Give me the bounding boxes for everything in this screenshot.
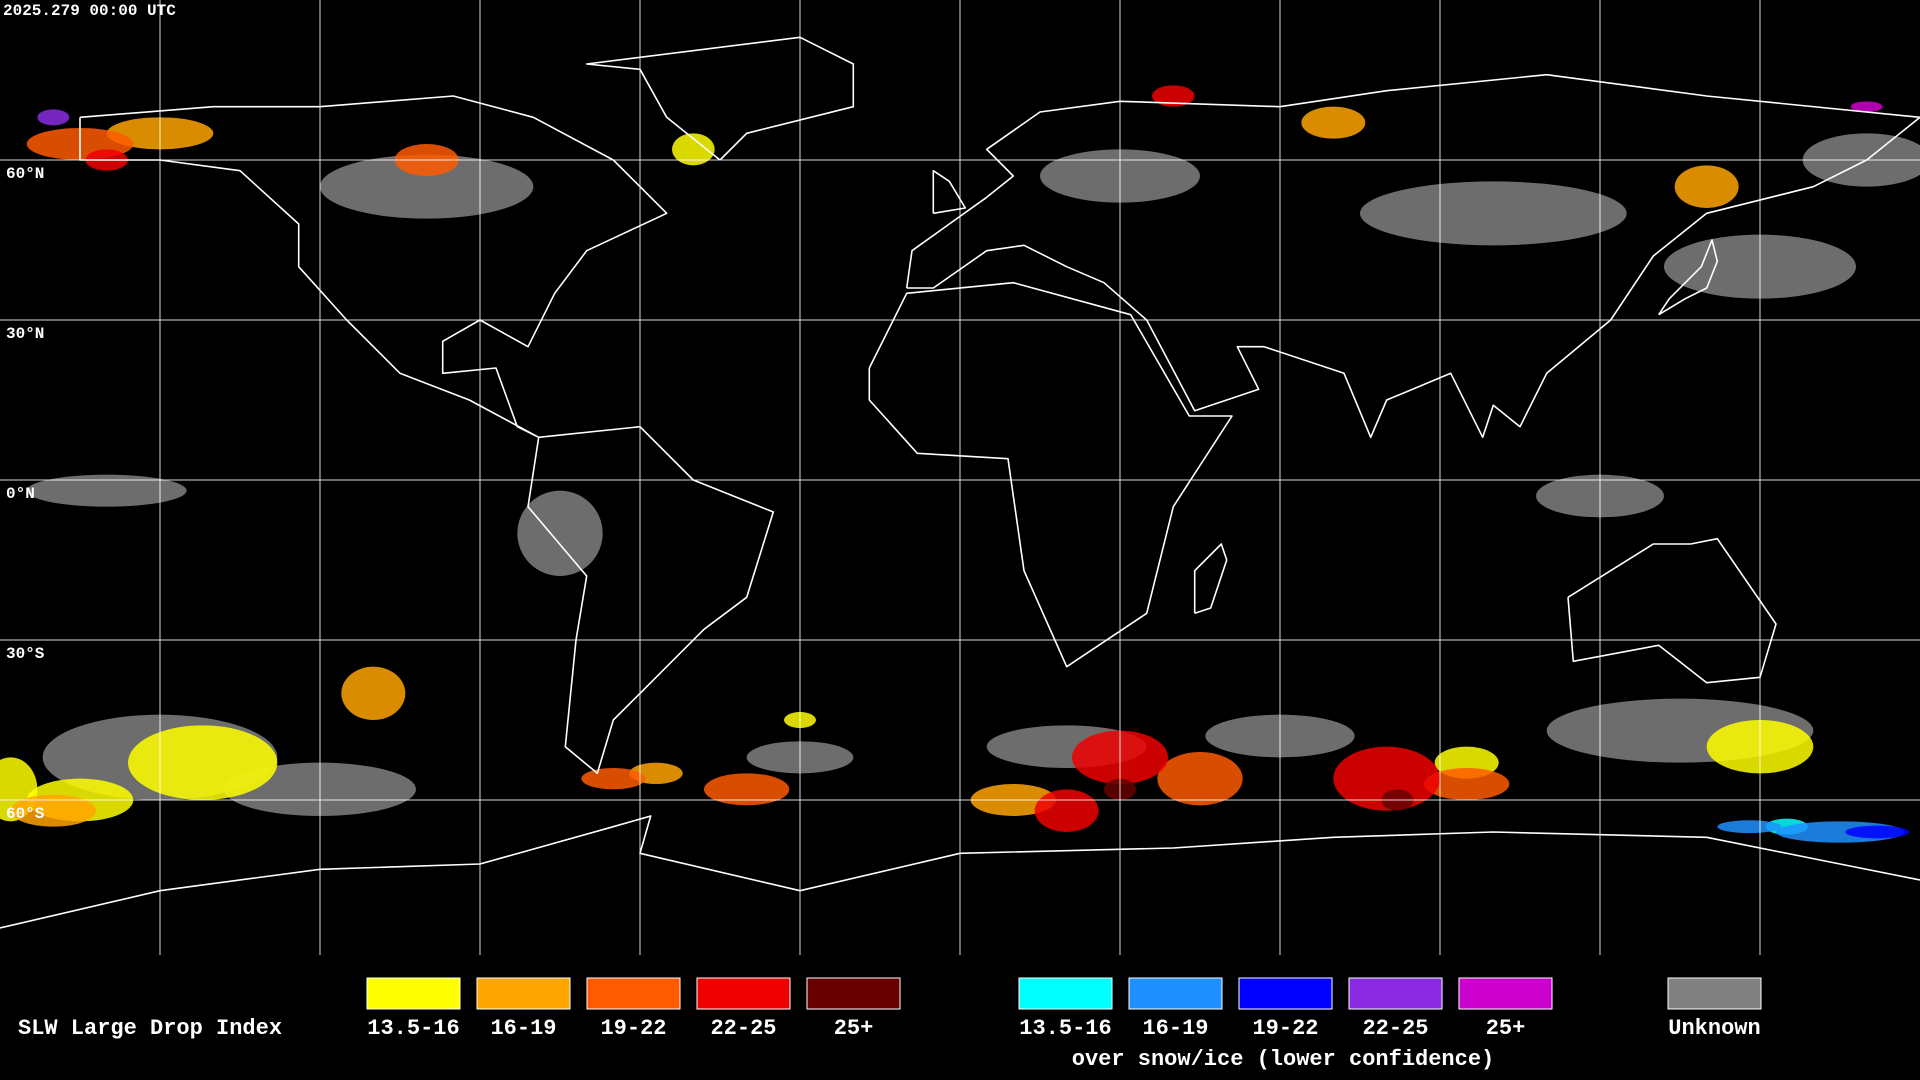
cloud-patch (1424, 768, 1510, 800)
cloud-patch (1157, 752, 1243, 806)
legend-swatch (1348, 977, 1443, 1010)
cloud-patch (1674, 165, 1739, 209)
legend-swatch (476, 977, 571, 1010)
cloud-patch (1301, 106, 1366, 139)
lat-label: 0°N (6, 485, 35, 503)
cloud-patch (704, 773, 790, 806)
cloud-patch (1034, 789, 1099, 833)
snow-caption: over snow/ice (lower confidence) (1072, 1047, 1494, 1072)
timestamp: 2025.279 00:00 UTC (3, 2, 176, 20)
cloud-patch (1717, 820, 1782, 834)
coastline (527, 425, 775, 775)
cloud-patch (581, 768, 646, 790)
legend-swatch (806, 977, 901, 1010)
legend-label: 19-22 (1252, 1016, 1318, 1041)
legend-swatch (1128, 977, 1223, 1010)
cloud-layer (0, 85, 1920, 843)
legend-swatch (1458, 977, 1553, 1010)
legend-label: Unknown (1668, 1016, 1760, 1041)
legend-label: 13.5-16 (367, 1016, 459, 1041)
cloud-patch (1360, 181, 1627, 246)
lat-label: 30°S (6, 645, 45, 663)
coastline (79, 95, 668, 439)
legend-label: 22-25 (710, 1016, 776, 1041)
cloud-patch (1850, 101, 1883, 112)
legend-swatch (586, 977, 681, 1010)
legend-label: 16-19 (1142, 1016, 1208, 1041)
coastline (1193, 543, 1228, 615)
legend-label: 22-25 (1362, 1016, 1428, 1041)
legend-label: 16-19 (490, 1016, 556, 1041)
cloud-patch (1845, 825, 1910, 839)
cloud-patch (10, 794, 96, 827)
legend-swatch (1018, 977, 1113, 1010)
cloud-patch (37, 109, 70, 126)
cloud-patch (341, 666, 406, 720)
lat-label: 30°N (6, 325, 44, 343)
lat-label: 60°S (6, 805, 45, 823)
legend-swatch (1667, 977, 1762, 1010)
cloud-patch (26, 474, 187, 507)
coastline (1567, 537, 1777, 684)
legend: SLW Large Drop Index over snow/ice (lowe… (18, 977, 1762, 1072)
cloud-patch (128, 725, 278, 801)
cloud-patch (517, 490, 603, 576)
coastline (932, 169, 967, 215)
cloud-patch (1333, 746, 1440, 811)
cloud-patch (672, 133, 715, 166)
coastline (868, 281, 1233, 668)
graticule: 60°N 30°N 0°N 30°S 60°S (0, 0, 1920, 955)
legend-swatch (696, 977, 791, 1010)
legend-label: 13.5-16 (1019, 1016, 1111, 1041)
legend-swatch (366, 977, 461, 1010)
legend-label: 19-22 (600, 1016, 666, 1041)
cloud-patch (1152, 85, 1195, 107)
legend-title: SLW Large Drop Index (18, 1016, 282, 1041)
lat-label: 60°N (6, 165, 44, 183)
legend-swatch (1238, 977, 1333, 1010)
coastline (1658, 239, 1719, 316)
legend-label: 25+ (1486, 1016, 1526, 1041)
legend-label: 25+ (834, 1016, 874, 1041)
